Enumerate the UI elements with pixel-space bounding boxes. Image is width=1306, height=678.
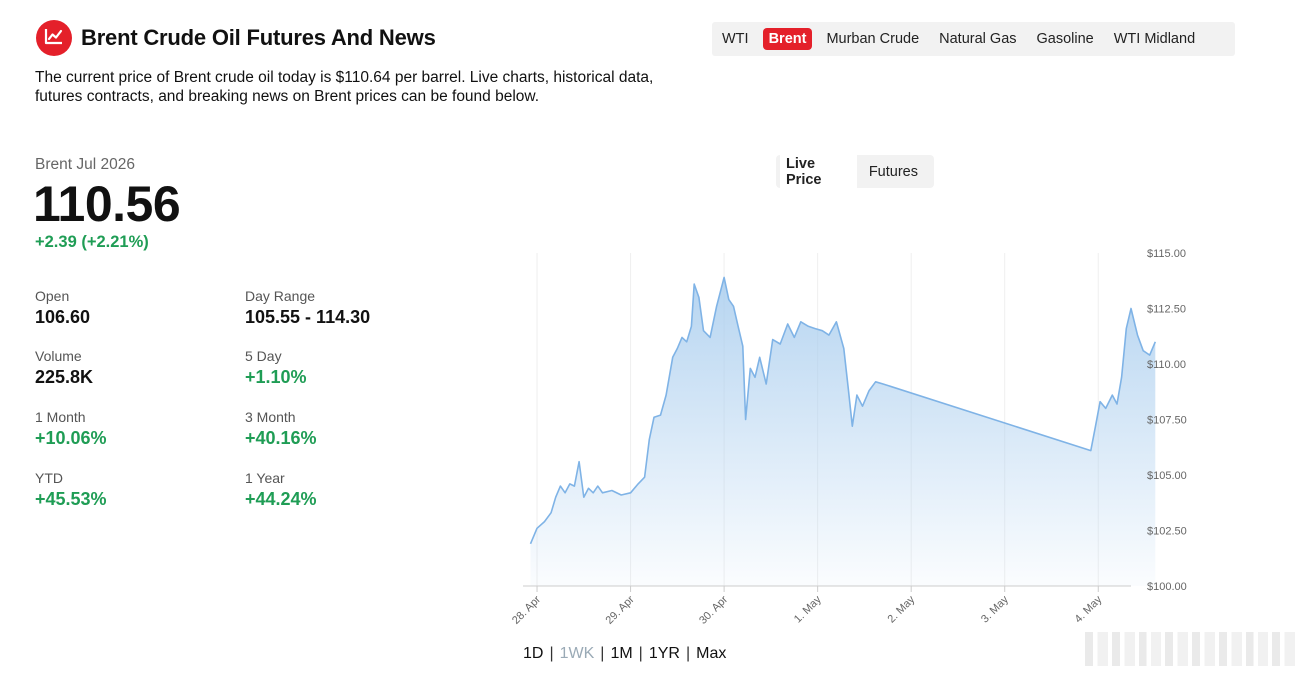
stat-value: +45.53%	[35, 489, 107, 509]
stat-value: 105.55 - 114.30	[245, 307, 371, 327]
x-tick-label: 2. May	[885, 593, 917, 625]
artifact-bar	[1138, 632, 1162, 666]
tab-wti[interactable]: WTI	[722, 31, 749, 47]
y-tick-label: $105.00	[1147, 470, 1187, 482]
range-max-button[interactable]: Max	[696, 645, 727, 662]
stat-label: 3 Month	[245, 409, 296, 425]
range-separator: |	[549, 645, 554, 662]
artifact-bar	[1218, 632, 1242, 666]
price-line	[529, 276, 1157, 545]
chart-mode-toggle: Live Price Futures	[776, 151, 934, 192]
stat-label: Open	[35, 288, 70, 304]
range-separator: |	[685, 645, 691, 662]
stat-label: Day Range	[245, 288, 316, 304]
stat-label: 1 Month	[35, 409, 86, 425]
artifact-bar	[1085, 632, 1108, 666]
artifact-bar	[1111, 632, 1135, 666]
y-tick-label: $102.50	[1147, 526, 1187, 538]
y-tick-label: $100.00	[1147, 581, 1187, 593]
stat-volume: Volume 225.8K	[35, 348, 93, 388]
y-tick-label: $107.50	[1147, 415, 1187, 427]
range-1d-button[interactable]: 1D	[523, 645, 544, 662]
stat-label: 1 Year	[245, 470, 285, 486]
stat-label: Volume	[35, 348, 82, 364]
stat-3-month: 3 Month +40.16%	[245, 409, 317, 449]
instrument-name: Brent Jul 2026	[35, 156, 135, 173]
stat-ytd: YTD +45.53%	[35, 470, 107, 510]
intro-text: The current price of Brent crude oil tod…	[35, 69, 654, 105]
price-area-fill	[530, 277, 1156, 586]
tab-gasoline[interactable]: Gasoline	[1036, 31, 1094, 47]
y-tick-label: $115.00	[1147, 248, 1186, 260]
x-tick-label: 1. May	[792, 593, 824, 625]
artifact-bar	[1245, 632, 1269, 666]
faded-scrollbar-artifact	[1085, 632, 1295, 666]
stat-value: +40.16%	[245, 428, 317, 448]
range-separator: |	[638, 645, 643, 662]
futures-button[interactable]: Futures	[868, 163, 918, 180]
stat-5-day: 5 Day +1.10%	[245, 348, 307, 388]
price-chart[interactable]: 28. Apr 29. Apr 30. Apr 1. May 2. May 3. May 4…	[500, 240, 1200, 635]
stat-1-year: 1 Year +44.24%	[245, 470, 317, 510]
page-title: Brent Crude Oil Futures And News	[81, 25, 436, 50]
tab-natural-gas[interactable]: Natural Gas	[939, 31, 1017, 47]
x-tick-label: 4. May	[1073, 593, 1105, 625]
range-separator: |	[600, 645, 605, 662]
x-tick-label: 30. Apr	[697, 593, 730, 626]
stat-value: 106.60	[35, 307, 91, 327]
price-change: +2.39 (+2.21%)	[35, 233, 149, 251]
x-tick-label: 28. Apr	[510, 593, 543, 626]
stat-open: Open 106.60	[35, 288, 90, 328]
brand-logo	[36, 20, 72, 56]
stat-value: +10.06%	[35, 428, 107, 448]
x-tick-label: 29. Apr	[604, 593, 637, 626]
live-price-button[interactable]: Live Price	[780, 151, 857, 192]
x-tick-label: 3. May	[979, 593, 1011, 625]
tab-wti-midland[interactable]: WTI Midland	[1113, 31, 1196, 47]
stat-day-range: Day Range 105.55 - 114.30	[245, 288, 370, 328]
stat-1-month: 1 Month +10.06%	[35, 409, 107, 449]
artifact-bar	[1272, 632, 1295, 666]
y-tick-label: $110.00	[1147, 359, 1186, 371]
stat-value: +1.10%	[245, 367, 307, 387]
range-1m-button[interactable]: 1M	[610, 645, 633, 662]
artifact-bar	[1165, 632, 1188, 666]
y-tick-label: $112.50	[1147, 304, 1186, 316]
tab-murban-crude[interactable]: Murban Crude	[826, 31, 920, 47]
line-chart-icon	[43, 25, 65, 52]
commodity-tabs: WTI Brent Murban Crude Natural Gas Gasol…	[712, 22, 1235, 56]
stat-label: 5 Day	[245, 348, 282, 364]
stat-value: 225.8K	[35, 367, 94, 387]
range-selector: 1D | 1WK | 1M | 1YR | Max	[523, 645, 726, 663]
tab-brent[interactable]: Brent	[762, 28, 813, 50]
stat-label: YTD	[35, 470, 63, 486]
stat-value: +44.24%	[245, 489, 317, 509]
range-1wk-button[interactable]: 1WK	[559, 645, 595, 662]
current-price: 110.56	[33, 176, 181, 232]
range-1yr-button[interactable]: 1YR	[648, 645, 680, 662]
artifact-bar	[1192, 632, 1215, 666]
